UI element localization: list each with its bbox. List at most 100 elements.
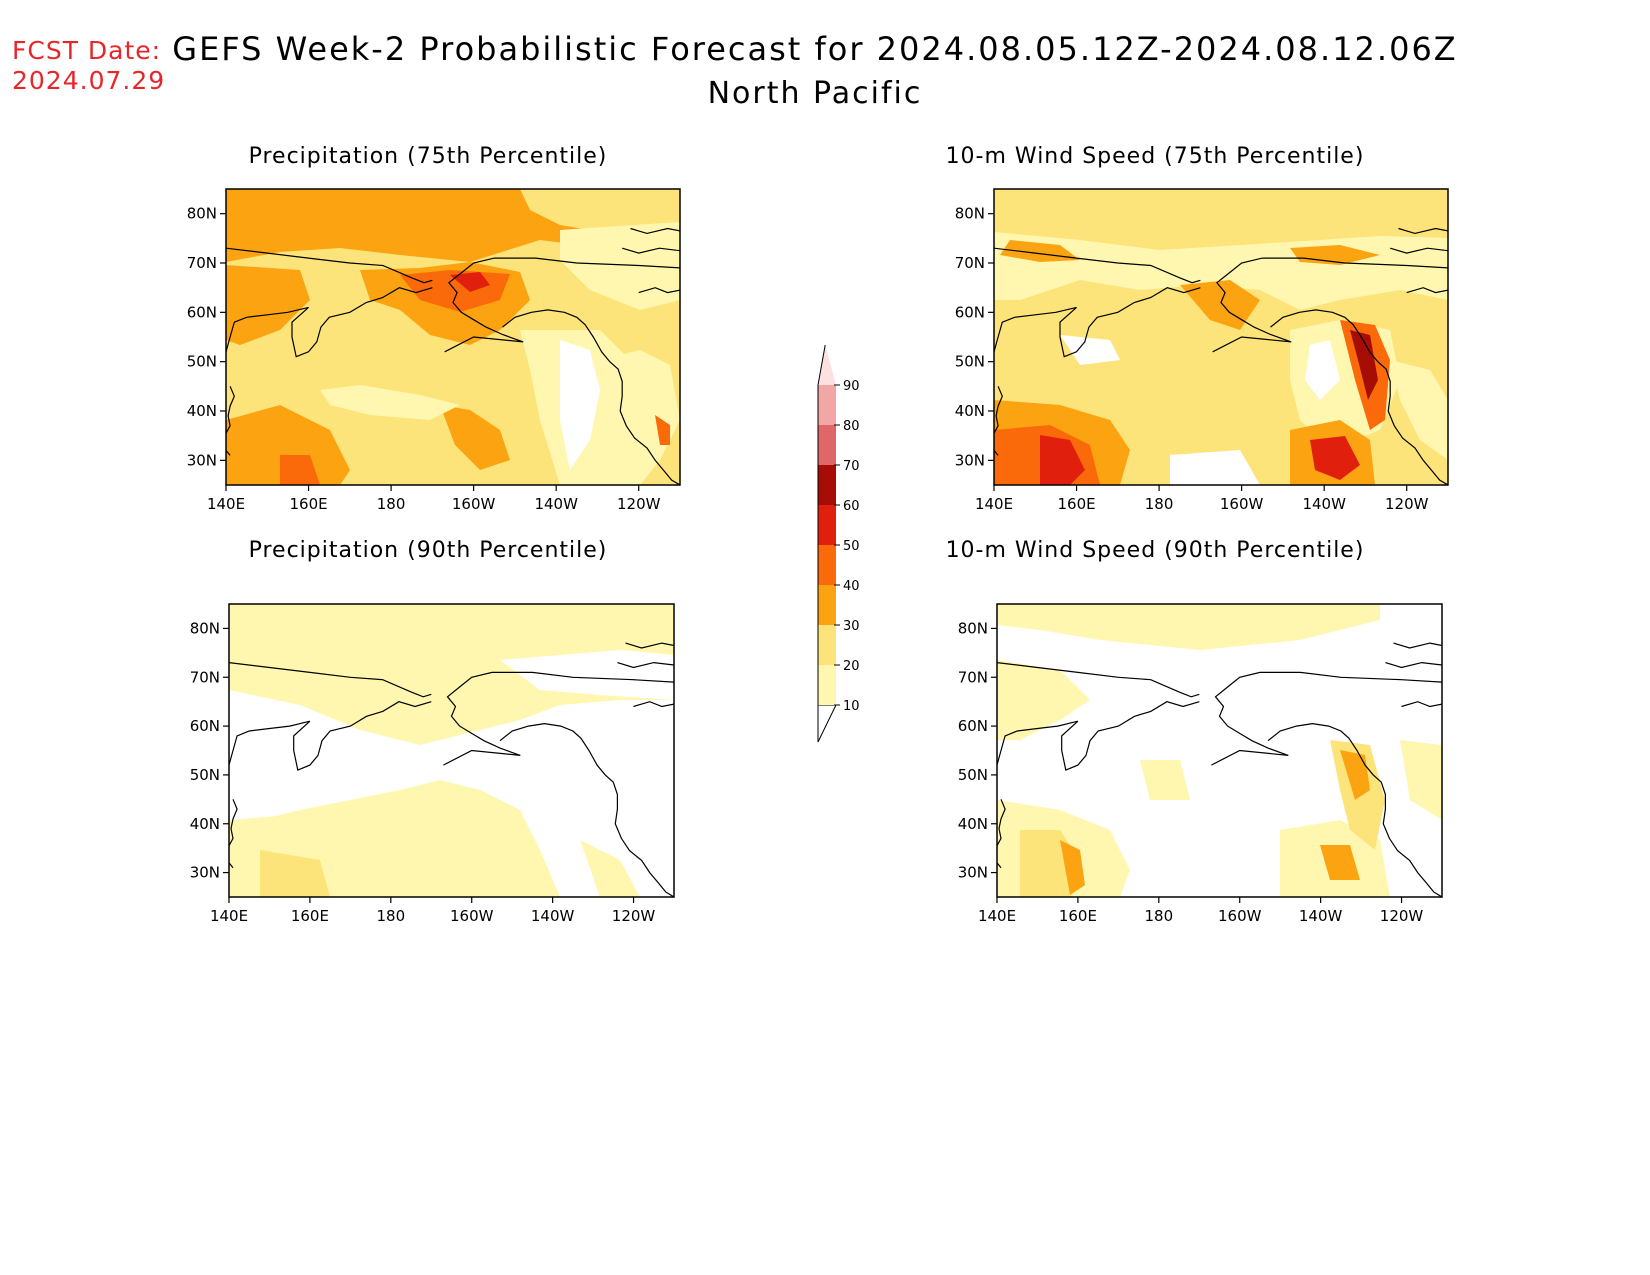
coastline-precip90 — [229, 642, 674, 897]
colorbar-tick-label: 50 — [843, 539, 860, 554]
lon-tick-label: 160E — [1057, 495, 1095, 513]
lat-tick-label: 80N — [190, 619, 220, 637]
coastline-segment — [229, 848, 234, 869]
lon-tick-label: 160E — [291, 907, 329, 925]
lon-tick-label: 120W — [1380, 907, 1424, 925]
coastline-segment — [226, 247, 433, 284]
coastline-segment — [1406, 287, 1448, 294]
coastline-segment — [226, 386, 235, 434]
lon-tick-label: 140E — [975, 495, 1013, 513]
lat-tick-label: 70N — [187, 254, 217, 272]
coastline-segment — [994, 287, 1201, 358]
coastline-precip75 — [226, 227, 680, 485]
coastline-segment — [444, 257, 680, 353]
coastline-segment — [997, 799, 1006, 847]
lon-tick-label: 160E — [1059, 907, 1097, 925]
colorbar: 10 20 30 40 50 60 70 80 90 — [817, 344, 860, 743]
colorbar-tick-label: 70 — [843, 459, 860, 474]
colorbar-tick-label: 10 — [843, 699, 860, 714]
colorbar-swatch — [818, 665, 836, 705]
colorbar-tick-label: 60 — [843, 499, 860, 514]
lat-tick-label: 60N — [955, 303, 985, 321]
map-panel-wind90 — [997, 604, 1442, 897]
lon-tick-label: 120W — [1385, 495, 1429, 513]
coastline-segment — [994, 435, 999, 456]
lat-tick-label: 30N — [958, 864, 988, 882]
map-panel-precip90 — [229, 604, 674, 897]
coastline-segment — [229, 662, 432, 698]
lon-tick-label: 160W — [450, 907, 494, 925]
map-panel-wind75 — [994, 189, 1448, 485]
lon-tick-label: 140W — [534, 495, 578, 513]
lon-tick-label: 120W — [612, 907, 656, 925]
lat-tick-label: 70N — [955, 254, 985, 272]
coastline-segment — [1398, 227, 1448, 235]
lat-tick-label: 30N — [955, 451, 985, 469]
coastline-segment — [622, 247, 680, 254]
colorbar-swatch — [818, 425, 836, 465]
coastline-segment — [997, 848, 1002, 869]
lon-tick-label: 160W — [452, 495, 496, 513]
forecast-date-block: FCST Date: 2024.07.29 — [12, 36, 165, 96]
coastline-segment — [499, 722, 674, 897]
panel-title-precip75: Precipitation (75th Percentile) — [248, 144, 608, 169]
colorbar-high-end — [818, 345, 836, 385]
coastline-segment — [997, 662, 1200, 698]
lon-tick-label: 140E — [210, 907, 248, 925]
lat-tick-label: 80N — [187, 205, 217, 223]
lat-tick-label: 60N — [187, 303, 217, 321]
coastline-segment — [997, 701, 1200, 771]
lat-tick-label: 50N — [955, 353, 985, 371]
colorbar-swatch — [818, 625, 836, 665]
colorbar-edge — [817, 344, 826, 386]
coastline-wind75 — [994, 227, 1448, 485]
lon-tick-label: 180 — [1144, 907, 1173, 925]
coastline-segment — [1212, 257, 1448, 353]
lat-tick-label: 80N — [955, 205, 985, 223]
lat-tick-label: 60N — [190, 717, 220, 735]
lat-tick-label: 40N — [190, 815, 220, 833]
lon-tick-label: 120W — [617, 495, 661, 513]
lon-tick-label: 140W — [1299, 907, 1343, 925]
map-panel-precip75 — [226, 189, 680, 485]
colorbar-swatch — [818, 505, 836, 545]
lat-tick-label: 70N — [958, 668, 988, 686]
lon-tick-label: 160W — [1220, 495, 1264, 513]
colorbar-swatch — [818, 585, 836, 625]
colorbar-swatch — [818, 545, 836, 585]
colorbar-tick-label: 90 — [843, 379, 860, 394]
coastline-segment — [502, 309, 680, 485]
lat-tick-label: 70N — [190, 668, 220, 686]
coastline-segment — [1385, 661, 1442, 669]
lat-tick-label: 50N — [190, 766, 220, 784]
lon-tick-label: 140W — [1302, 495, 1346, 513]
colorbar-swatch — [818, 465, 836, 505]
colorbar-tick-label: 80 — [843, 419, 860, 434]
panel-title-wind75: 10-m Wind Speed (75th Percentile) — [945, 144, 1365, 169]
lat-tick-label: 50N — [958, 766, 988, 784]
lon-tick-label: 180 — [376, 907, 405, 925]
lon-tick-label: 160E — [289, 495, 327, 513]
coastline-segment — [633, 701, 674, 708]
panel-title-precip90: Precipitation (90th Percentile) — [248, 538, 608, 563]
lon-tick-label: 180 — [1145, 495, 1174, 513]
coastline-segment — [229, 701, 432, 771]
lat-tick-label: 40N — [187, 402, 217, 420]
coastline-segment — [1211, 671, 1442, 766]
lat-tick-label: 30N — [187, 451, 217, 469]
lat-tick-label: 80N — [958, 619, 988, 637]
region-subtitle: North Pacific — [707, 76, 923, 111]
lon-tick-label: 140E — [207, 495, 245, 513]
lon-tick-label: 180 — [377, 495, 406, 513]
page-title: GEFS Week-2 Probabilistic Forecast for 2… — [172, 30, 1458, 68]
coastline-segment — [994, 386, 1003, 434]
lon-tick-label: 160W — [1218, 907, 1262, 925]
lon-tick-label: 140W — [531, 907, 575, 925]
colorbar-tick-label: 40 — [843, 579, 860, 594]
coastline-segment — [443, 671, 674, 766]
lat-tick-label: 30N — [190, 864, 220, 882]
colorbar-swatch — [818, 385, 836, 425]
coastline-segment — [1401, 701, 1442, 708]
coastline-segment — [1270, 309, 1448, 485]
